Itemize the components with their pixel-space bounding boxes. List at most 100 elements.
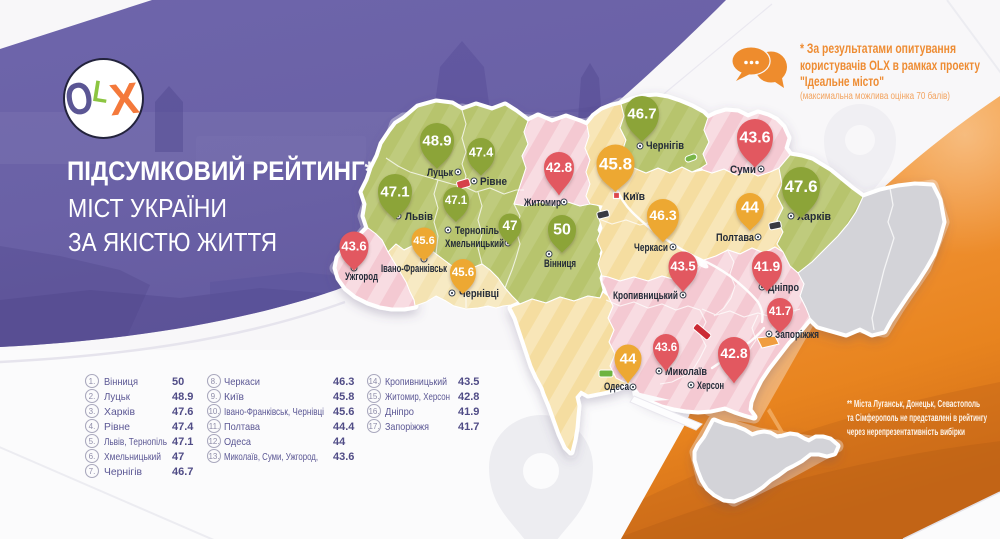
svg-text:44.4: 44.4 bbox=[333, 421, 355, 433]
svg-text:5.: 5. bbox=[89, 437, 96, 446]
svg-text:3.: 3. bbox=[89, 407, 96, 416]
svg-text:46.3: 46.3 bbox=[333, 376, 354, 388]
svg-text:12.: 12. bbox=[208, 437, 219, 446]
svg-text:Полтава: Полтава bbox=[716, 232, 755, 244]
svg-text:50: 50 bbox=[172, 376, 184, 388]
svg-text:41.7: 41.7 bbox=[769, 306, 791, 318]
svg-text:43.6: 43.6 bbox=[333, 451, 354, 463]
svg-text:Вінниця: Вінниця bbox=[104, 376, 138, 388]
svg-text:Житомир, Херсон: Житомир, Херсон bbox=[385, 391, 450, 403]
svg-text:Дніпро: Дніпро bbox=[385, 406, 414, 418]
svg-text:через нерепрезентативність виб: через нерепрезентативність вибірки bbox=[847, 426, 965, 438]
svg-text:Рівне: Рівне bbox=[480, 176, 507, 188]
svg-text:43.5: 43.5 bbox=[458, 376, 479, 388]
svg-text:Хмельницький: Хмельницький bbox=[445, 238, 504, 250]
svg-text:44: 44 bbox=[741, 200, 759, 217]
svg-text:9.: 9. bbox=[211, 392, 218, 401]
svg-text:45.8: 45.8 bbox=[599, 155, 632, 174]
svg-text:47.1: 47.1 bbox=[172, 436, 193, 448]
svg-text:L: L bbox=[90, 74, 111, 109]
svg-text:Житомир: Житомир bbox=[523, 197, 561, 209]
svg-text:та Сімферополь не представлені: та Сімферополь не представлені в рейтинг… bbox=[847, 412, 987, 424]
svg-text:Кропивницький: Кропивницький bbox=[613, 290, 678, 302]
svg-text:47: 47 bbox=[502, 218, 517, 233]
svg-text:46.7: 46.7 bbox=[172, 466, 193, 478]
svg-text:Одеса: Одеса bbox=[604, 381, 630, 393]
svg-text:47.4: 47.4 bbox=[469, 145, 493, 159]
svg-text:42.8: 42.8 bbox=[546, 160, 573, 175]
svg-text:45.6: 45.6 bbox=[333, 406, 354, 418]
svg-text:Херсон: Херсон bbox=[697, 380, 724, 392]
svg-text:11.: 11. bbox=[209, 422, 220, 431]
svg-text:48.9: 48.9 bbox=[422, 132, 451, 149]
svg-text:Київ: Київ bbox=[623, 191, 645, 203]
svg-text:44: 44 bbox=[333, 436, 346, 448]
svg-text:* За результатами опитування: * За результатами опитування bbox=[800, 41, 956, 56]
svg-text:(максимальна можлива оцінка 70: (максимальна можлива оцінка 70 балів) bbox=[800, 90, 950, 102]
svg-text:43.6: 43.6 bbox=[739, 130, 770, 147]
svg-text:Чернігів: Чернігів bbox=[646, 140, 684, 152]
svg-text:46.3: 46.3 bbox=[649, 207, 676, 223]
svg-text:2.: 2. bbox=[89, 392, 96, 401]
svg-text:43.6: 43.6 bbox=[341, 239, 366, 254]
svg-text:6.: 6. bbox=[89, 452, 96, 461]
svg-text:16.: 16. bbox=[368, 407, 379, 416]
svg-text:Запоріжжя: Запоріжжя bbox=[385, 421, 429, 433]
svg-text:Рівне: Рівне bbox=[104, 421, 130, 433]
svg-text:13.: 13. bbox=[208, 452, 219, 461]
svg-text:4.: 4. bbox=[89, 422, 96, 431]
svg-text:Івано-Франківськ, Чернівці: Івано-Франківськ, Чернівці bbox=[224, 406, 324, 418]
svg-text:Черкаси: Черкаси bbox=[634, 242, 668, 254]
svg-text:користувачів OLX в рамках прое: користувачів OLX в рамках проекту bbox=[800, 58, 980, 73]
svg-text:Суми: Суми bbox=[730, 164, 756, 176]
svg-text:Черкаси: Черкаси bbox=[224, 376, 260, 388]
svg-text:48.9: 48.9 bbox=[172, 391, 193, 403]
svg-text:47.4: 47.4 bbox=[172, 421, 194, 433]
svg-text:Дніпро: Дніпро bbox=[768, 282, 799, 294]
svg-text:43.5: 43.5 bbox=[670, 259, 695, 274]
svg-text:Львів: Львів bbox=[405, 211, 433, 223]
svg-text:7.: 7. bbox=[89, 467, 96, 476]
svg-text:ПІДСУМКОВИЙ РЕЙТИНГ*: ПІДСУМКОВИЙ РЕЙТИНГ* bbox=[67, 155, 374, 186]
svg-text:Одеса: Одеса bbox=[224, 436, 251, 448]
svg-text:Миколаїв, Суми, Ужгород,: Миколаїв, Суми, Ужгород, bbox=[224, 451, 318, 463]
svg-text:43.6: 43.6 bbox=[655, 342, 677, 354]
svg-text:Львів, Тернопіль: Львів, Тернопіль bbox=[104, 436, 167, 448]
svg-text:41.9: 41.9 bbox=[458, 406, 479, 418]
svg-text:Кропивницький: Кропивницький bbox=[385, 376, 447, 388]
svg-text:44: 44 bbox=[620, 350, 637, 367]
svg-text:Луцьк: Луцьк bbox=[104, 391, 130, 403]
svg-text:Тернопіль: Тернопіль bbox=[455, 225, 499, 237]
svg-text:Хмельницький: Хмельницький bbox=[104, 451, 161, 463]
svg-text:47.6: 47.6 bbox=[172, 406, 193, 418]
svg-text:Харків: Харків bbox=[797, 211, 831, 223]
svg-text:46.7: 46.7 bbox=[627, 105, 656, 122]
svg-text:Чернівці: Чернівці bbox=[459, 288, 499, 300]
svg-text:Київ: Київ bbox=[224, 391, 244, 403]
svg-text:47.1: 47.1 bbox=[445, 195, 468, 207]
svg-text:10.: 10. bbox=[208, 407, 219, 416]
svg-text:Ужгород: Ужгород bbox=[345, 271, 378, 283]
svg-text:47: 47 bbox=[172, 451, 184, 463]
svg-text:Чернігів: Чернігів bbox=[104, 466, 142, 478]
svg-text:50: 50 bbox=[553, 222, 571, 239]
svg-text:42.8: 42.8 bbox=[720, 345, 747, 361]
svg-text:17.: 17. bbox=[368, 422, 379, 431]
svg-text:14.: 14. bbox=[368, 377, 379, 386]
svg-text:ЗА ЯКІСТЮ ЖИТТЯ: ЗА ЯКІСТЮ ЖИТТЯ bbox=[68, 227, 277, 257]
svg-text:41.7: 41.7 bbox=[458, 421, 479, 433]
svg-text:45.8: 45.8 bbox=[333, 391, 354, 403]
svg-text:МІСТ УКРАЇНИ: МІСТ УКРАЇНИ bbox=[68, 193, 227, 223]
svg-text:8.: 8. bbox=[211, 377, 218, 386]
svg-text:X: X bbox=[107, 74, 141, 126]
svg-text:Луцьк: Луцьк bbox=[427, 167, 453, 179]
svg-text:Миколаїв: Миколаїв bbox=[665, 366, 707, 378]
svg-text:45.6: 45.6 bbox=[413, 235, 434, 247]
svg-text:45.6: 45.6 bbox=[452, 267, 474, 279]
svg-text:1.: 1. bbox=[89, 377, 96, 386]
svg-text:41.9: 41.9 bbox=[754, 259, 780, 274]
svg-text:47.1: 47.1 bbox=[380, 183, 409, 200]
svg-text:Полтава: Полтава bbox=[224, 421, 260, 433]
svg-text:"Ідеальне місто": "Ідеальне місто" bbox=[800, 74, 884, 89]
svg-text:15.: 15. bbox=[368, 392, 379, 401]
